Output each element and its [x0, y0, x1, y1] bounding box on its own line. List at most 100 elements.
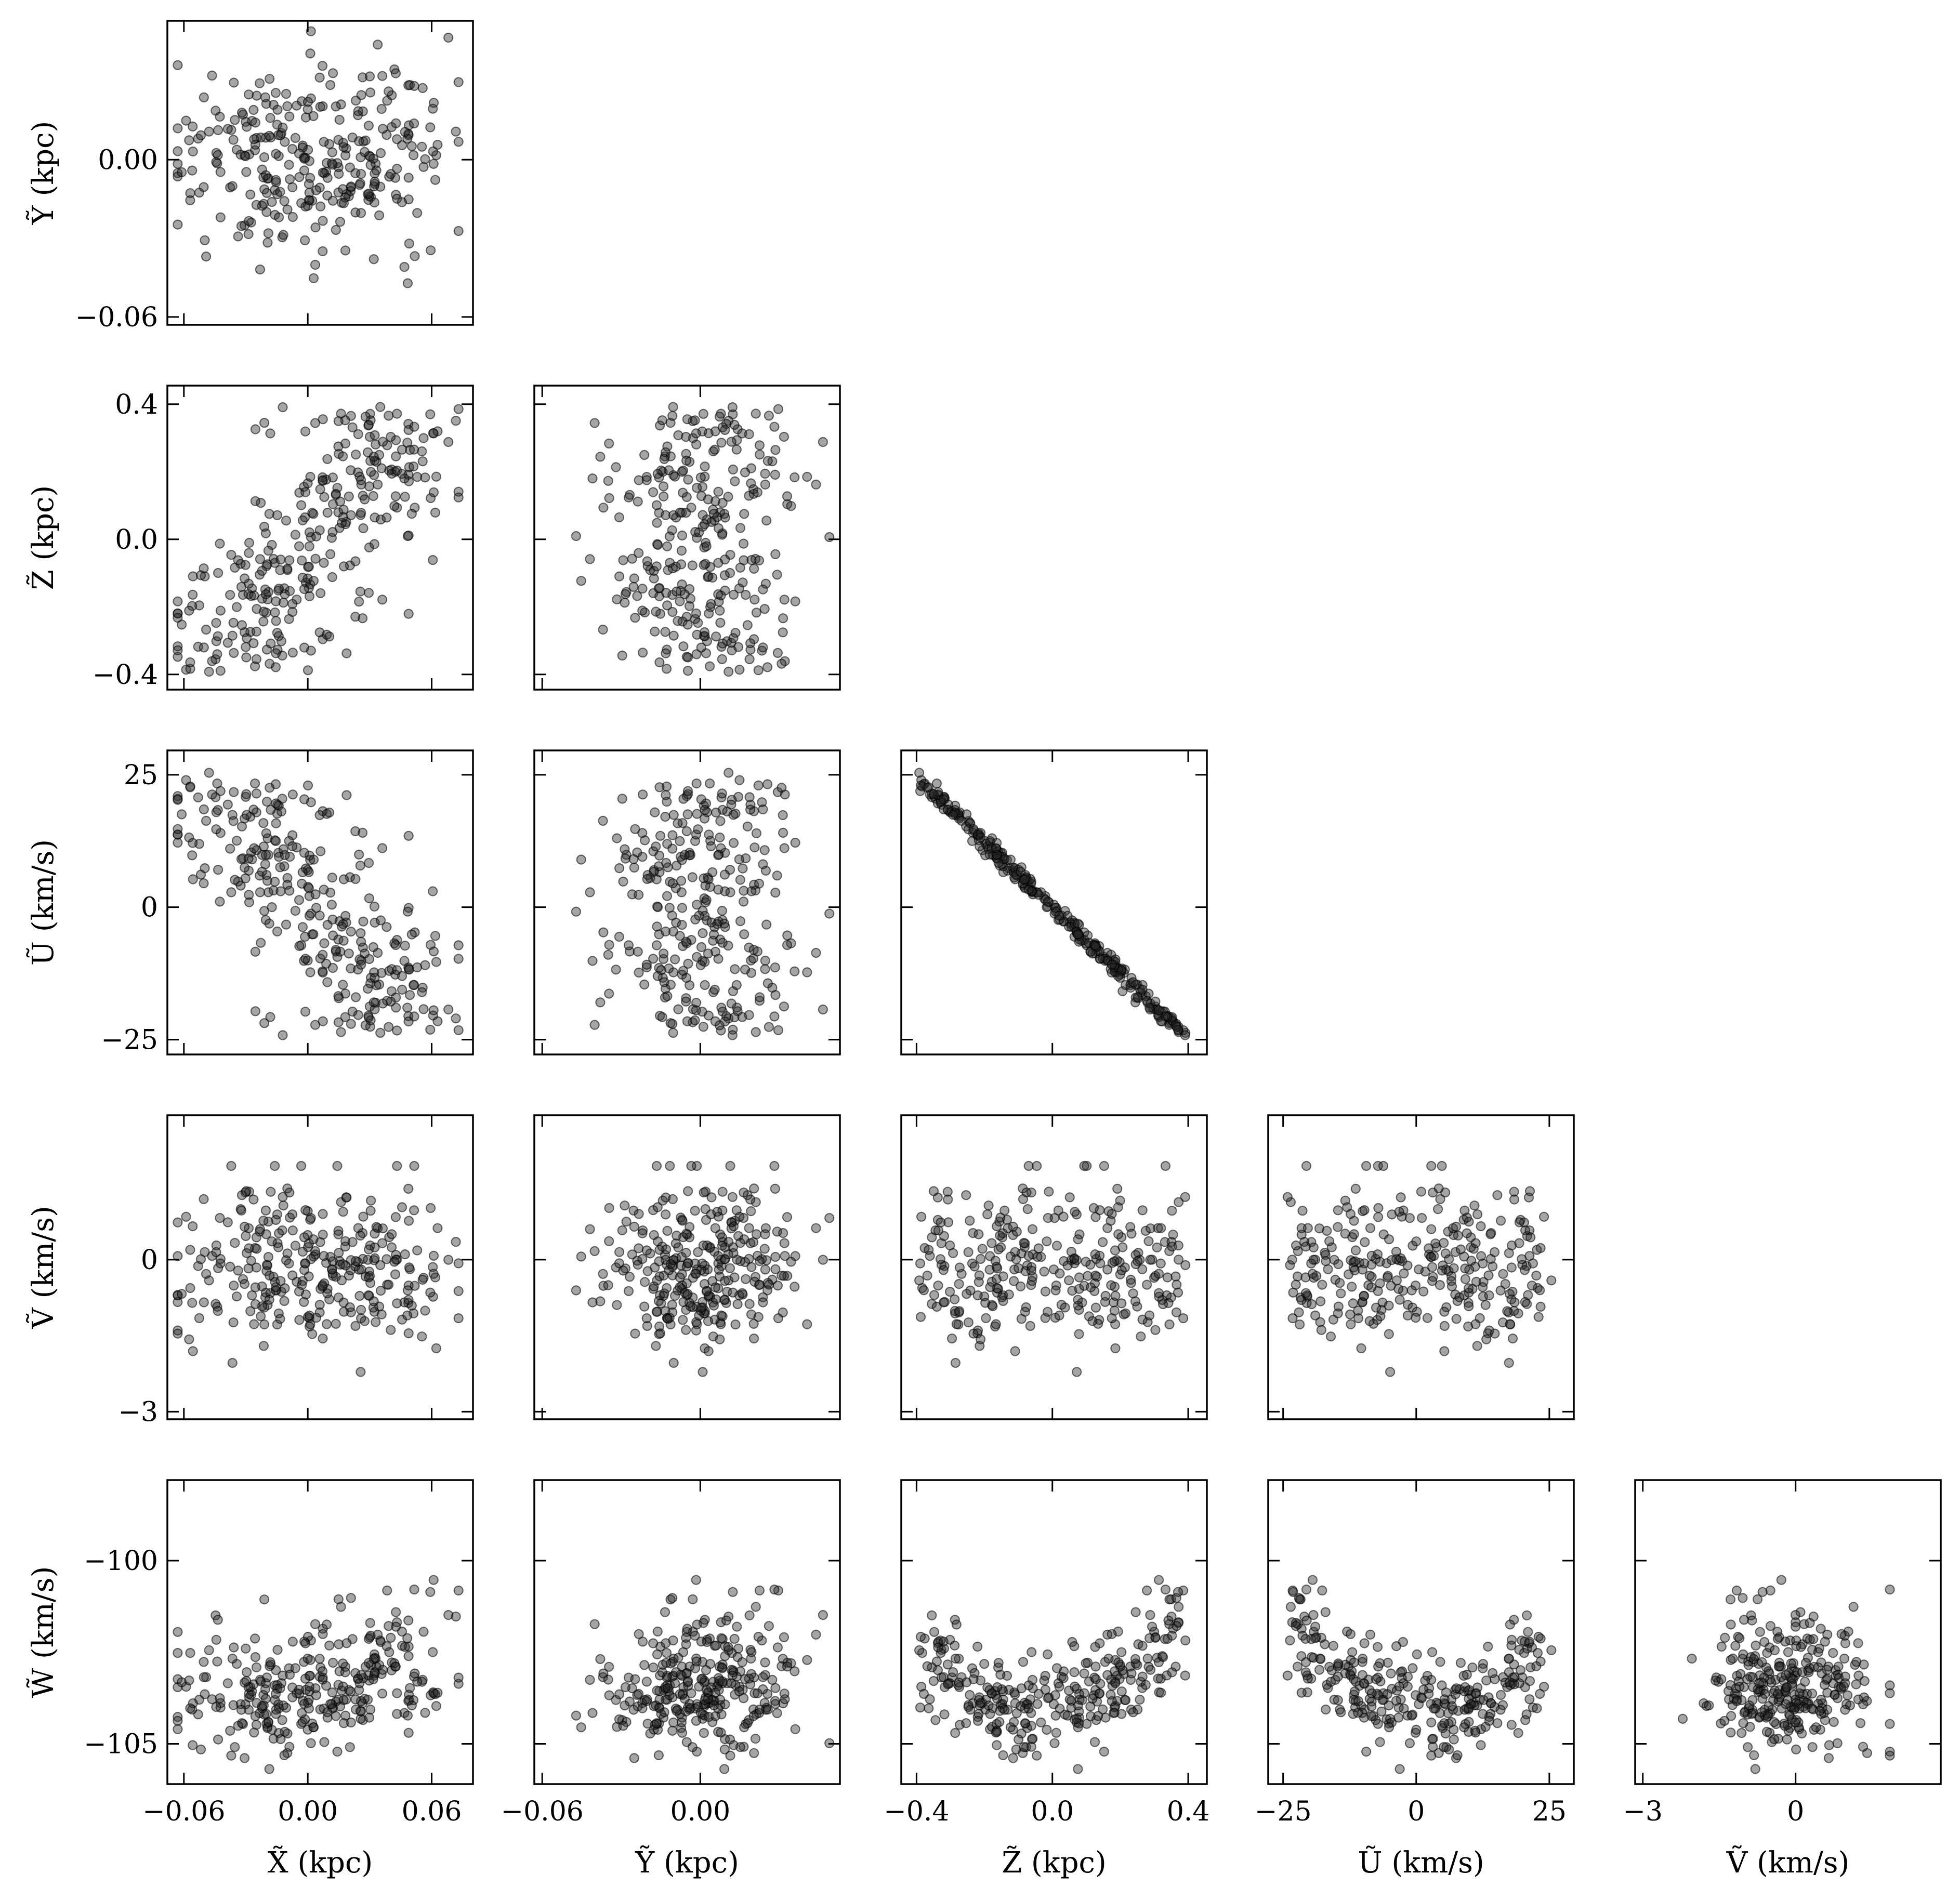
data-point: [228, 1700, 239, 1710]
data-point: [974, 1229, 984, 1239]
data-point: [211, 157, 221, 167]
data-point: [370, 972, 380, 983]
data-point: [725, 1263, 735, 1273]
data-point: [1023, 1251, 1034, 1261]
data-point: [1484, 1290, 1494, 1301]
data-point: [418, 1004, 429, 1014]
data-point: [725, 568, 735, 578]
data-point: [595, 997, 606, 1008]
data-point: [249, 134, 259, 144]
data-point: [1180, 1670, 1190, 1681]
data-point: [173, 146, 183, 156]
data-point: [754, 996, 765, 1006]
data-point: [678, 641, 689, 652]
data-point: [229, 1642, 239, 1653]
data-point: [1310, 1310, 1321, 1321]
data-point: [1716, 1674, 1727, 1684]
data-point: [1050, 1710, 1061, 1721]
data-point: [363, 1244, 374, 1255]
data-point: [587, 1297, 598, 1308]
data-point: [332, 1160, 343, 1171]
data-point: [338, 505, 349, 515]
data-point: [350, 556, 361, 566]
data-point: [749, 1748, 759, 1758]
data-point: [382, 922, 392, 932]
data-point: [1016, 1683, 1027, 1694]
data-point: [1099, 1160, 1109, 1171]
data-point: [318, 475, 328, 485]
data-point: [770, 1683, 781, 1693]
data-point: [1133, 992, 1143, 1002]
data-point: [648, 1638, 659, 1648]
x-tick-label: −0.06: [142, 1796, 225, 1827]
data-point: [1780, 1721, 1790, 1731]
data-point: [1025, 1694, 1035, 1705]
data-point: [1527, 1281, 1537, 1291]
data-point: [1782, 1682, 1792, 1693]
data-point: [662, 541, 673, 551]
data-point: [1782, 1734, 1792, 1745]
data-point: [761, 919, 772, 930]
data-point: [1449, 1734, 1459, 1745]
data-point: [690, 1663, 701, 1673]
data-point: [294, 1684, 305, 1695]
data-point: [664, 903, 675, 913]
data-point: [204, 1275, 214, 1286]
data-point: [673, 616, 683, 626]
data-point: [357, 72, 368, 83]
data-point: [324, 631, 335, 642]
data-point: [1145, 1223, 1156, 1234]
data-point: [986, 1688, 997, 1699]
data-point: [354, 136, 364, 147]
data-point: [1317, 1585, 1327, 1595]
data-point: [950, 1728, 961, 1738]
data-point: [740, 467, 751, 478]
data-point: [1755, 1627, 1765, 1637]
data-point: [770, 887, 781, 898]
data-point: [716, 1310, 727, 1321]
data-point: [772, 1642, 783, 1653]
data-point: [185, 195, 195, 205]
data-point: [692, 483, 702, 493]
data-point: [772, 570, 782, 580]
data-point: [346, 181, 356, 192]
data-point: [1531, 1270, 1542, 1281]
data-point: [1509, 1194, 1520, 1205]
data-point: [353, 1010, 363, 1020]
data-point: [1824, 1740, 1834, 1750]
data-point: [287, 1637, 298, 1647]
data-point: [250, 1652, 260, 1663]
data-point: [310, 553, 321, 564]
data-point: [1160, 1011, 1170, 1022]
data-point: [667, 843, 678, 854]
data-point: [200, 1689, 210, 1699]
data-point: [1828, 1648, 1838, 1658]
data-point: [249, 590, 259, 601]
data-point: [683, 474, 693, 485]
data-point: [338, 1658, 348, 1669]
data-point: [1090, 940, 1100, 951]
data-point: [681, 1229, 692, 1239]
data-point: [1439, 1346, 1450, 1356]
data-point: [272, 926, 283, 936]
data-point: [324, 1294, 335, 1304]
data-point: [713, 1251, 724, 1261]
data-point: [693, 1247, 703, 1257]
data-point: [1090, 1642, 1100, 1652]
data-point: [356, 1313, 366, 1324]
data-point: [716, 1633, 727, 1643]
data-point: [1743, 1742, 1753, 1752]
data-point: [402, 1285, 413, 1296]
data-point: [402, 906, 413, 917]
data-point: [634, 1629, 644, 1639]
data-point: [244, 537, 255, 548]
data-point: [417, 1331, 427, 1342]
data-point: [744, 1610, 755, 1620]
data-point: [260, 1205, 271, 1216]
data-point: [719, 1295, 730, 1305]
data-point: [686, 1160, 696, 1171]
data-point: [758, 1292, 768, 1302]
data-point: [1416, 1186, 1426, 1197]
data-point: [671, 917, 681, 928]
data-point: [304, 179, 314, 189]
